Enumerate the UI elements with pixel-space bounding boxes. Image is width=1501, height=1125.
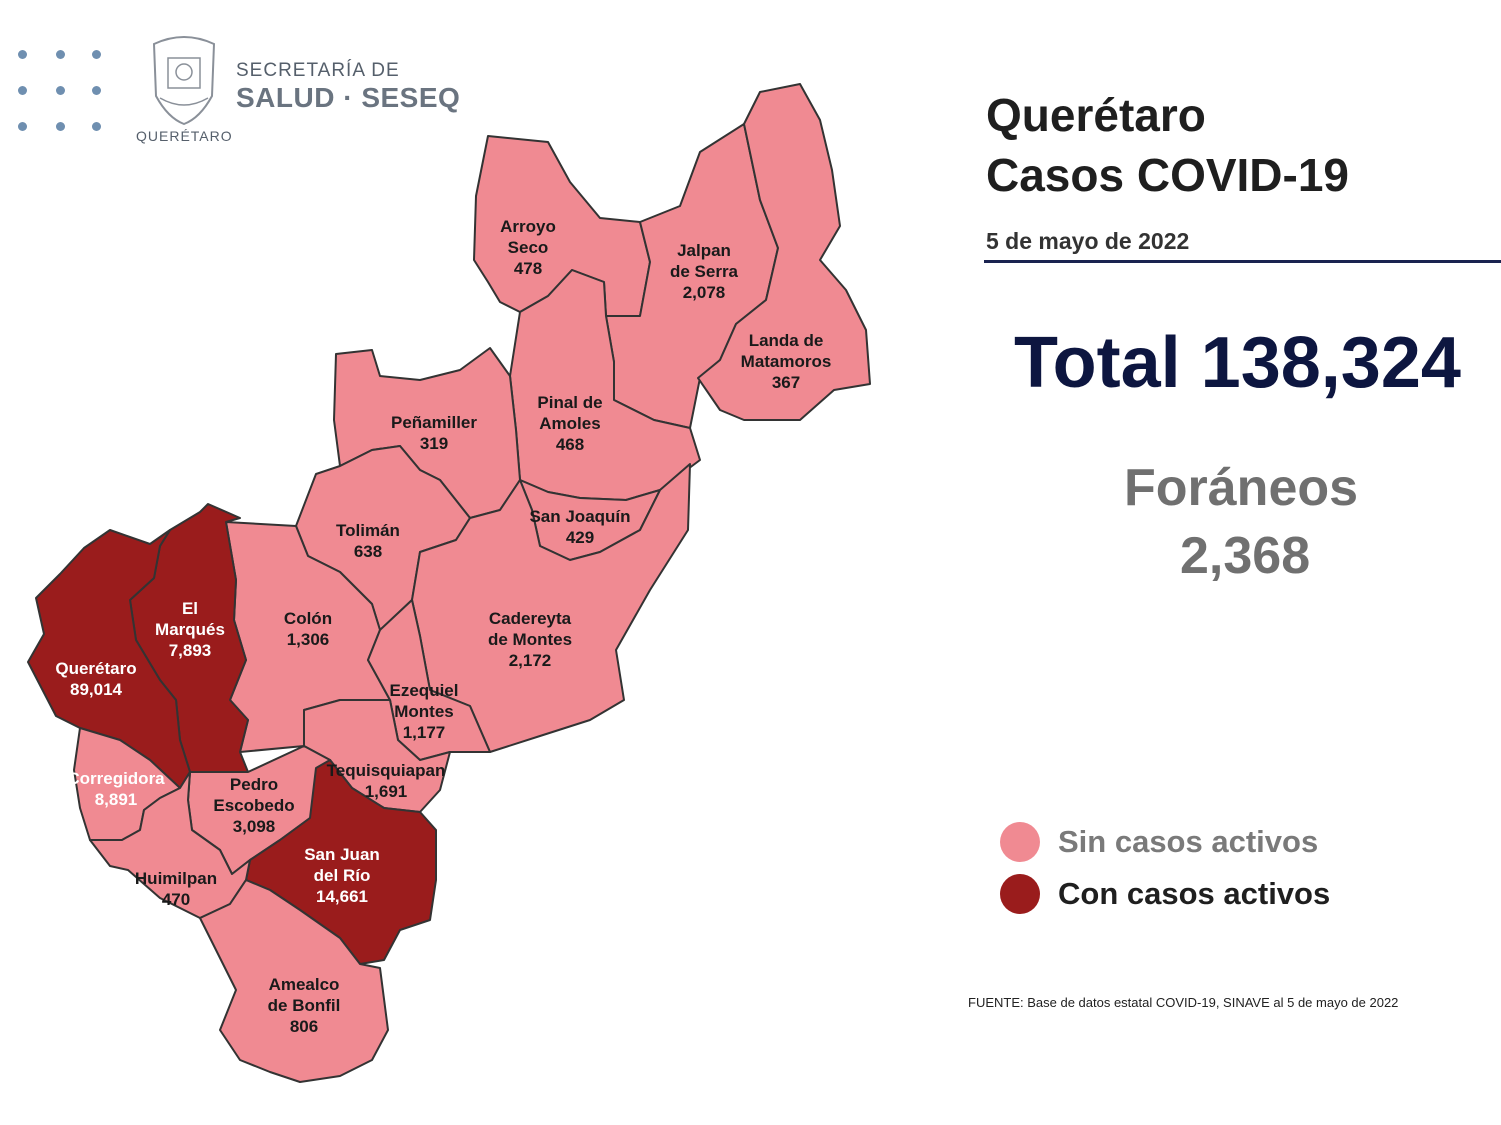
title-line1: Querétaro: [986, 89, 1206, 141]
municipality-label: Querétaro 89,014: [55, 659, 136, 699]
municipality-name: Pedro: [230, 775, 278, 794]
municipality-cases: 638: [354, 542, 382, 561]
municipality-label: Arroyo Seco 478: [500, 217, 556, 278]
legend-swatch-active: [1000, 874, 1040, 914]
municipality-name: Peñamiller: [391, 413, 477, 432]
municipality-label: Tequisquiapan 1,691: [327, 761, 446, 801]
municipality-label: Pedro Escobedo 3,098: [213, 775, 294, 836]
municipality-name: Cadereyta: [489, 609, 572, 628]
municipality-cases: 2,078: [683, 283, 726, 302]
region-queretaro[interactable]: [27, 529, 191, 789]
municipality-cases: 14,661: [316, 887, 368, 906]
municipality-label: Colón 1,306: [284, 609, 332, 649]
municipality-label: Peñamiller 319: [391, 413, 477, 453]
municipality-name: San Joaquín: [529, 507, 630, 526]
municipality-cases: 470: [162, 890, 190, 909]
municipality-name: Amoles: [539, 414, 600, 433]
legend-label-inactive: Sin casos activos: [1058, 824, 1319, 859]
municipality-cases: 468: [556, 435, 584, 454]
region-ezequiel: [367, 599, 491, 761]
municipality-name: Querétaro: [55, 659, 136, 678]
municipality-cases: 1,306: [287, 630, 330, 649]
municipality-label: San Joaquín 429: [529, 507, 630, 547]
municipality-name: del Río: [314, 866, 371, 885]
municipality-label: Ezequiel Montes 1,177: [390, 681, 459, 742]
municipality-name: Arroyo: [500, 217, 556, 236]
municipality-cases: 429: [566, 528, 594, 547]
legend-item-active: Con casos activos: [1000, 874, 1330, 914]
queretaro-map: Arroyo Seco 478 Jalpan de Serra 2,078 Landa de…: [27, 83, 871, 1083]
municipality-name: Tolimán: [336, 521, 400, 540]
municipality-name: Jalpan: [677, 241, 731, 260]
municipality-name: Colón: [284, 609, 332, 628]
municipality-name: Matamoros: [741, 352, 832, 371]
municipality-label: Landa de Matamoros 367: [741, 331, 832, 392]
municipality-label: Corregidora 8,891: [67, 769, 165, 809]
municipality-name: Seco: [508, 238, 549, 257]
municipality-label: Jalpan de Serra 2,078: [670, 241, 739, 302]
region-huimilpan: [89, 771, 251, 919]
municipality-label: Cadereyta de Montes 2,172: [488, 609, 572, 670]
municipality-label: Pinal de Amoles 468: [537, 393, 602, 454]
municipality-name: Pinal de: [537, 393, 602, 412]
municipality-cases: 7,893: [169, 641, 212, 660]
municipality-name: San Juan: [304, 845, 380, 864]
municipality-cases: 8,891: [95, 790, 138, 809]
source-note: FUENTE: Base de datos estatal COVID-19, …: [968, 995, 1399, 1010]
org-name-line2: SALUD · SESEQ: [236, 82, 461, 113]
municipality-name: de Montes: [488, 630, 572, 649]
municipality-cases: 3,098: [233, 817, 276, 836]
title-line2: Casos COVID-19: [986, 149, 1350, 201]
municipality-cases: 319: [420, 434, 448, 453]
municipality-cases: 806: [290, 1017, 318, 1036]
municipality-label: Amealco de Bonfil 806: [268, 975, 341, 1036]
municipality-name: Huimilpan: [135, 869, 217, 888]
municipality-name: Ezequiel: [390, 681, 459, 700]
municipality-cases: 478: [514, 259, 542, 278]
report-date: 5 de mayo de 2022: [986, 228, 1190, 254]
municipality-name: Amealco: [269, 975, 340, 994]
region-landa: [697, 83, 871, 421]
seal-caption: QUERÉTARO: [136, 128, 233, 144]
municipality-label: Tolimán 638: [336, 521, 400, 561]
legend-label-active: Con casos activos: [1058, 876, 1331, 911]
date-underline: [984, 260, 1501, 263]
municipality-cases: 2,172: [509, 651, 552, 670]
legend-swatch-inactive: [1000, 822, 1040, 862]
legend-item-inactive: Sin casos activos: [1000, 822, 1318, 862]
municipality-cases: 89,014: [70, 680, 123, 699]
municipality-cases: 1,177: [403, 723, 446, 742]
org-name-line1: SECRETARÍA DE: [236, 60, 400, 81]
municipality-name: Tequisquiapan: [327, 761, 446, 780]
municipality-cases: 1,691: [365, 782, 408, 801]
municipality-name: de Bonfil: [268, 996, 341, 1015]
region-amealco: [199, 879, 389, 1083]
municipality-name: Montes: [394, 702, 454, 721]
municipality-name: de Serra: [670, 262, 739, 281]
logo-dots: [14, 46, 104, 136]
municipality-name: Landa de: [749, 331, 824, 350]
municipality-name: Marqués: [155, 620, 225, 639]
municipality-name: Corregidora: [67, 769, 165, 788]
municipality-label: Huimilpan 470: [135, 869, 217, 909]
municipality-label: El Marqués 7,893: [155, 599, 225, 660]
municipality-label: San Juan del Río 14,661: [304, 845, 380, 906]
state-seal-icon: [152, 36, 216, 126]
municipality-name: Escobedo: [213, 796, 294, 815]
municipality-name: El: [182, 599, 198, 618]
foraneos-value: 2,368: [1180, 527, 1311, 585]
municipality-cases: 367: [772, 373, 800, 392]
total-cases: Total 138,324: [1014, 323, 1461, 403]
foraneos-label: Foráneos: [1124, 459, 1359, 517]
